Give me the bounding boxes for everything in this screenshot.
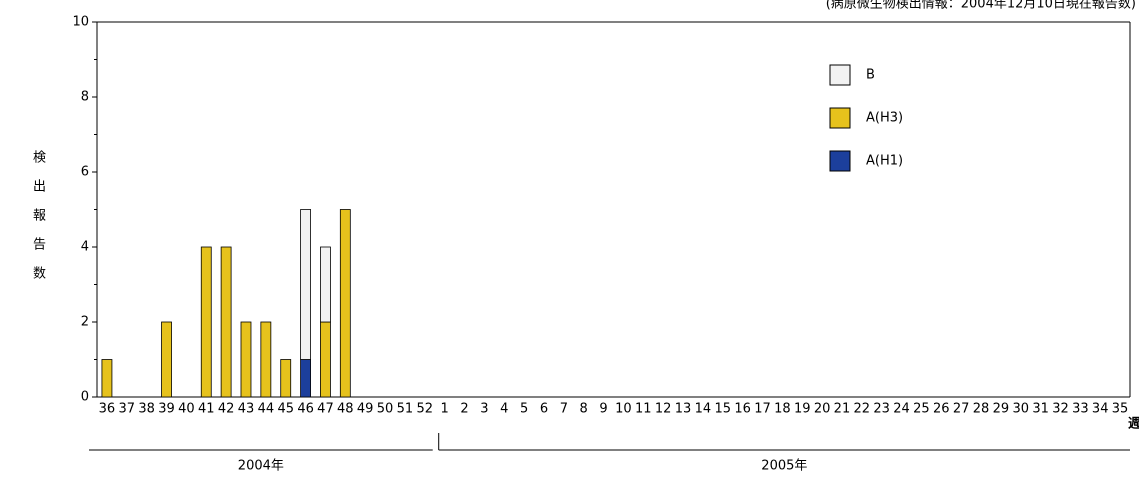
legend-swatch [829,107,851,129]
x-tick-label: 13 [675,402,692,417]
x-tick-label: 45 [277,402,294,417]
x-tick-label: 25 [913,402,930,417]
x-tick-label: 12 [655,402,672,417]
legend-swatch [829,64,851,86]
x-tick-label: 29 [993,402,1010,417]
x-tick-label: 2 [460,402,468,417]
x-tick-label: 32 [1052,402,1069,417]
x-tick-label: 16 [734,402,751,417]
x-tick-label: 4 [500,402,508,417]
bar-segment [300,359,311,398]
x-tick-label: 6 [540,402,548,417]
x-tick-label: 43 [238,402,255,417]
x-tick-label: 49 [357,402,374,417]
chart-title: (病原微生物検出情報：2004年12月10日現在報告数) [826,0,1136,12]
bar-segment [339,209,351,398]
legend-label: A(H3) [866,111,903,126]
x-tick-label: 18 [774,402,791,417]
x-tick-label: 47 [317,402,334,417]
y-axis-label: 検出報告数 [30,150,45,295]
group-label: 2005年 [761,459,807,474]
x-tick-label: 50 [377,402,394,417]
y-tick-label: 8 [81,90,89,105]
x-tick-label: 24 [893,402,910,417]
x-tick-label: 21 [834,402,851,417]
y-tick-label: 10 [72,15,89,30]
x-tick-label: 41 [198,402,215,417]
x-tick-label: 10 [615,402,632,417]
bar-segment [240,321,252,398]
x-tick-label: 20 [814,402,831,417]
x-tick-label: 51 [397,402,414,417]
x-tick-label: 19 [794,402,811,417]
bar-segment [300,209,311,360]
x-tick-label: 52 [417,402,434,417]
x-tick-label: 38 [138,402,155,417]
x-tick-label: 3 [480,402,488,417]
legend-label: B [866,68,875,83]
x-tick-label: 46 [297,402,314,417]
bar-segment [280,359,292,398]
bar-segment [320,246,331,323]
x-tick-label: 28 [973,402,990,417]
x-tick-label: 40 [178,402,195,417]
bar-segment [200,246,212,398]
x-tick-label: 44 [258,402,275,417]
x-tick-label: 39 [158,402,175,417]
x-tick-label: 30 [1012,402,1029,417]
x-tick-label: 7 [560,402,568,417]
x-tick-label: 14 [695,402,712,417]
bar-segment [220,246,232,398]
x-tick-label: 1 [441,402,449,417]
bar-segment [320,321,331,398]
y-tick-label: 6 [81,165,89,180]
x-tick-label: 34 [1092,402,1109,417]
bar-segment [161,321,172,398]
x-tick-label: 37 [119,402,136,417]
y-tick-label: 2 [81,315,89,330]
x-tick-label: 5 [520,402,528,417]
legend-swatch [829,150,851,172]
x-tick-label: 31 [1032,402,1049,417]
x-tick-label: 11 [635,402,652,417]
x-tick-label: 27 [953,402,970,417]
y-tick-label: 4 [81,240,89,255]
x-axis-label: 週 [1128,417,1139,432]
x-tick-label: 9 [599,402,607,417]
x-tick-label: 35 [1112,402,1129,417]
x-tick-label: 26 [933,402,950,417]
x-tick-label: 42 [218,402,235,417]
x-tick-label: 17 [754,402,771,417]
x-tick-label: 23 [873,402,890,417]
x-tick-label: 48 [337,402,354,417]
x-tick-label: 15 [714,402,731,417]
bar-segment [101,359,113,398]
x-tick-label: 33 [1072,402,1089,417]
group-label: 2004年 [238,459,284,474]
bar-segment [260,321,272,398]
x-tick-label: 8 [580,402,588,417]
legend-label: A(H1) [866,154,903,169]
y-tick-label: 0 [81,390,89,405]
x-tick-label: 22 [854,402,871,417]
x-tick-label: 36 [99,402,116,417]
